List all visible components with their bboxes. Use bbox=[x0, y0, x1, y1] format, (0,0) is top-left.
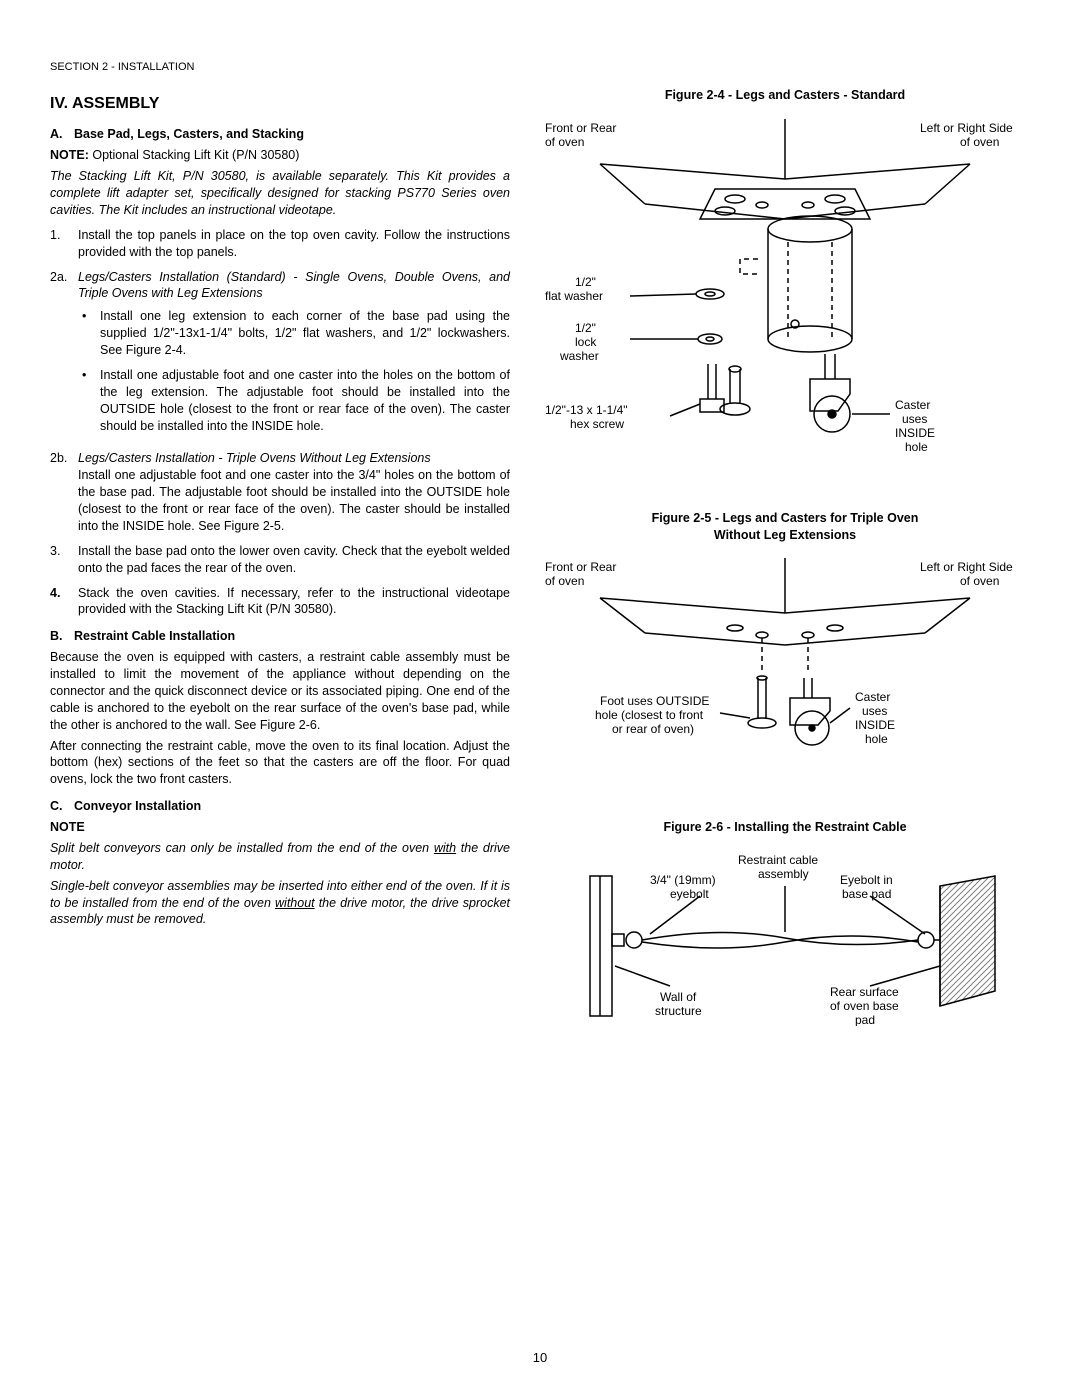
svg-text:Front or Rear: Front or Rear bbox=[545, 560, 616, 574]
svg-text:assembly: assembly bbox=[758, 867, 809, 881]
sub-a-note: NOTE: Optional Stacking Lift Kit (P/N 30… bbox=[50, 147, 510, 164]
svg-text:or rear of oven): or rear of oven) bbox=[612, 722, 694, 736]
svg-text:3/4" (19mm): 3/4" (19mm) bbox=[650, 873, 716, 887]
list-item: 3. Install the base pad onto the lower o… bbox=[50, 543, 510, 577]
sub-bullets: Install one leg extension to each corner… bbox=[78, 308, 510, 434]
item-body: Legs/Casters Installation (Standard) - S… bbox=[78, 269, 510, 443]
fig-2-4-diagram: Front or Rear of oven Left or Right Side… bbox=[540, 114, 1030, 474]
svg-text:Wall of: Wall of bbox=[660, 990, 697, 1004]
note-text: Optional Stacking Lift Kit (P/N 30580) bbox=[92, 148, 299, 162]
svg-text:lock: lock bbox=[575, 335, 597, 349]
svg-text:eyebolt: eyebolt bbox=[670, 887, 709, 901]
svg-text:of oven: of oven bbox=[545, 574, 584, 588]
item-text: Install one adjustable foot and one cast… bbox=[78, 468, 510, 533]
item-num: 4. bbox=[50, 585, 78, 619]
sub-a-note-italic: The Stacking Lift Kit, P/N 30580, is ava… bbox=[50, 168, 510, 219]
fig-2-6-title: Figure 2-6 - Installing the Restraint Ca… bbox=[540, 819, 1030, 836]
svg-text:Left or Right Side: Left or Right Side bbox=[920, 560, 1013, 574]
figure-2-6: Figure 2-6 - Installing the Restraint Ca… bbox=[540, 819, 1030, 1026]
svg-text:hole: hole bbox=[865, 732, 888, 746]
svg-text:Rear surface: Rear surface bbox=[830, 985, 899, 999]
item-italic: Legs/Casters Installation - Triple Ovens… bbox=[78, 451, 431, 465]
svg-text:flat washer: flat washer bbox=[545, 289, 603, 303]
svg-text:base pad: base pad bbox=[842, 887, 891, 901]
t: Split belt conveyors can only be install… bbox=[50, 841, 434, 855]
list-item: 1. Install the top panels in place on th… bbox=[50, 227, 510, 261]
sub-c-p2: Single-belt conveyor assemblies may be i… bbox=[50, 878, 510, 929]
t: with bbox=[434, 841, 456, 855]
svg-text:Caster: Caster bbox=[855, 690, 890, 704]
svg-text:1/2"-13 x 1-1/4": 1/2"-13 x 1-1/4" bbox=[545, 403, 628, 417]
sub-c-note-label: NOTE bbox=[50, 819, 510, 836]
sub-b-letter: B. bbox=[50, 628, 74, 645]
item-body: Install the base pad onto the lower oven… bbox=[78, 543, 510, 577]
instruction-list: 1. Install the top panels in place on th… bbox=[50, 227, 510, 619]
list-item: 4. Stack the oven cavities. If necessary… bbox=[50, 585, 510, 619]
sub-a-letter: A. bbox=[50, 126, 74, 143]
fig-2-6-diagram: Restraint cable assembly 3/4" (19mm) eye… bbox=[540, 846, 1030, 1026]
figure-2-4: Figure 2-4 - Legs and Casters - Standard… bbox=[540, 87, 1030, 474]
sub-c-text: Conveyor Installation bbox=[74, 799, 201, 813]
fig-2-5-title: Figure 2-5 - Legs and Casters for Triple… bbox=[540, 510, 1030, 544]
svg-text:Restraint cable: Restraint cable bbox=[738, 853, 818, 867]
svg-text:of oven: of oven bbox=[960, 135, 999, 149]
svg-text:Eyebolt in: Eyebolt in bbox=[840, 873, 893, 887]
t: Without Leg Extensions bbox=[714, 528, 856, 542]
item-body: Stack the oven cavities. If necessary, r… bbox=[78, 585, 510, 619]
svg-text:INSIDE: INSIDE bbox=[855, 718, 895, 732]
svg-text:of oven: of oven bbox=[545, 135, 584, 149]
item-num: 2b. bbox=[50, 450, 78, 534]
item-body: Install the top panels in place on the t… bbox=[78, 227, 510, 261]
svg-text:pad: pad bbox=[855, 1013, 875, 1026]
svg-text:uses: uses bbox=[902, 412, 927, 426]
item-italic: Legs/Casters Installation (Standard) - S… bbox=[78, 270, 510, 301]
t: without bbox=[275, 896, 315, 910]
svg-text:hole (closest to front: hole (closest to front bbox=[595, 708, 704, 722]
svg-text:of oven: of oven bbox=[960, 574, 999, 588]
list-item: 2b. Legs/Casters Installation - Triple O… bbox=[50, 450, 510, 534]
svg-text:uses: uses bbox=[862, 704, 887, 718]
right-column: Figure 2-4 - Legs and Casters - Standard… bbox=[540, 87, 1030, 1063]
sub-a-heading: A.Base Pad, Legs, Casters, and Stacking bbox=[50, 126, 510, 143]
svg-text:washer: washer bbox=[559, 349, 599, 363]
svg-text:of oven base: of oven base bbox=[830, 999, 899, 1013]
bullet: Install one leg extension to each corner… bbox=[100, 308, 510, 359]
svg-text:1/2": 1/2" bbox=[575, 321, 596, 335]
svg-text:hole: hole bbox=[905, 440, 928, 454]
t: Figure 2-5 - Legs and Casters for Triple… bbox=[652, 511, 919, 525]
sub-c-letter: C. bbox=[50, 798, 74, 815]
item-body: Legs/Casters Installation - Triple Ovens… bbox=[78, 450, 510, 534]
fig-2-4-title: Figure 2-4 - Legs and Casters - Standard bbox=[540, 87, 1030, 104]
svg-text:Left or Right Side: Left or Right Side bbox=[920, 121, 1013, 135]
svg-text:Caster: Caster bbox=[895, 398, 930, 412]
page-number: 10 bbox=[0, 1349, 1080, 1367]
item-num: 1. bbox=[50, 227, 78, 261]
bullet: Install one adjustable foot and one cast… bbox=[100, 367, 510, 435]
sub-b-heading: B.Restraint Cable Installation bbox=[50, 628, 510, 645]
item-num: 2a. bbox=[50, 269, 78, 443]
sub-c-heading: C.Conveyor Installation bbox=[50, 798, 510, 815]
fig-2-5-diagram: Front or Rear of oven Left or Right Side… bbox=[540, 553, 1030, 783]
list-item: 2a. Legs/Casters Installation (Standard)… bbox=[50, 269, 510, 443]
figure-2-5: Figure 2-5 - Legs and Casters for Triple… bbox=[540, 510, 1030, 784]
sub-c-p1: Split belt conveyors can only be install… bbox=[50, 840, 510, 874]
svg-text:INSIDE: INSIDE bbox=[895, 426, 935, 440]
assembly-title: IV. ASSEMBLY bbox=[50, 93, 510, 115]
sub-b-p2: After connecting the restraint cable, mo… bbox=[50, 738, 510, 789]
sub-a-text: Base Pad, Legs, Casters, and Stacking bbox=[74, 127, 304, 141]
svg-text:structure: structure bbox=[655, 1004, 702, 1018]
item-num: 3. bbox=[50, 543, 78, 577]
svg-text:Front or Rear: Front or Rear bbox=[545, 121, 616, 135]
left-column: IV. ASSEMBLY A.Base Pad, Legs, Casters, … bbox=[50, 87, 510, 1063]
note-label: NOTE: bbox=[50, 148, 89, 162]
sub-b-p1: Because the oven is equipped with caster… bbox=[50, 649, 510, 733]
sub-b-text: Restraint Cable Installation bbox=[74, 629, 235, 643]
section-header: SECTION 2 - INSTALLATION bbox=[50, 60, 1030, 75]
svg-text:1/2": 1/2" bbox=[575, 275, 596, 289]
svg-text:Foot uses OUTSIDE: Foot uses OUTSIDE bbox=[600, 694, 709, 708]
svg-text:hex screw: hex screw bbox=[570, 417, 624, 431]
